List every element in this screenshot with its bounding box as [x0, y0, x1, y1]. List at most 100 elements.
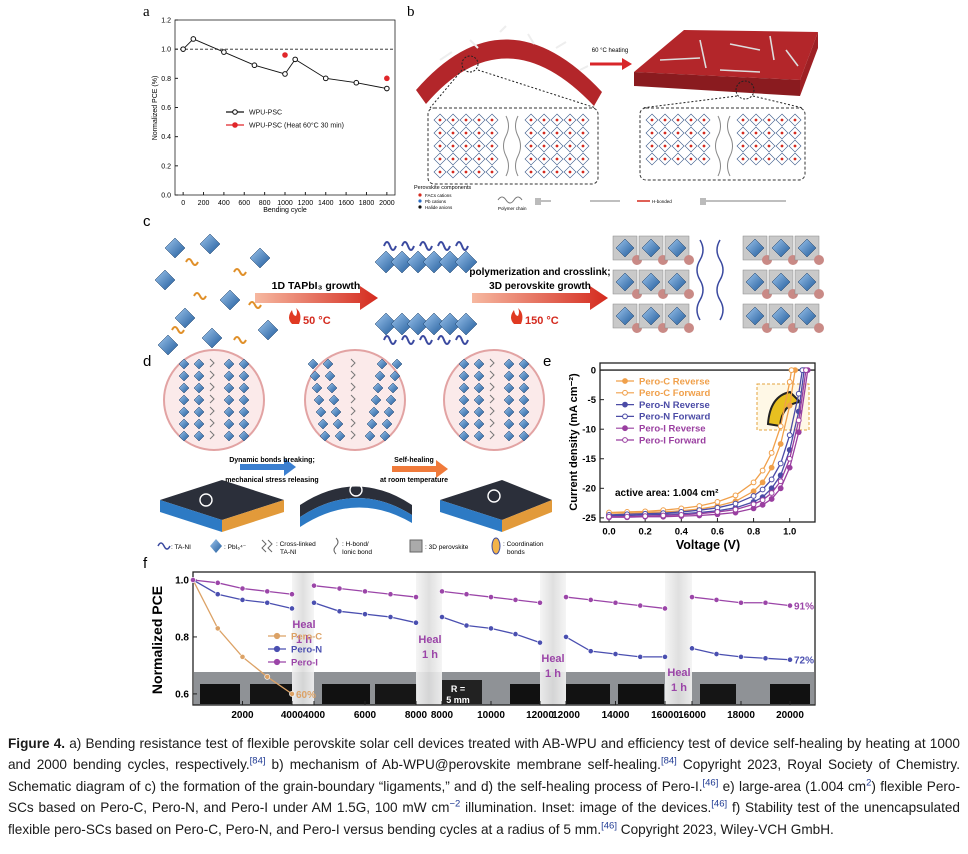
ligand	[193, 292, 207, 300]
octahedron	[368, 406, 380, 418]
data-point	[587, 597, 594, 603]
legend-marker	[232, 109, 238, 115]
data-point	[289, 690, 295, 697]
lattice-cell	[762, 139, 776, 153]
linker	[350, 430, 356, 440]
x-tick-label: 0.8	[747, 527, 760, 538]
annotation: active area: 1.004 cm²	[615, 488, 719, 499]
x-tick-label: 600	[238, 200, 250, 207]
octahedron	[238, 430, 250, 442]
caption-reference: [46]	[601, 820, 617, 832]
lattice-cell	[459, 152, 473, 166]
zoom-circle	[487, 489, 501, 503]
linker	[209, 406, 215, 416]
data-point	[292, 56, 298, 63]
x-tick-label: 1200	[298, 200, 314, 207]
y-tick-label: 1.0	[161, 47, 171, 54]
octahedron	[154, 269, 176, 291]
octahedron	[223, 370, 235, 382]
cation	[555, 157, 559, 161]
data-point	[713, 651, 720, 657]
octahedron	[641, 238, 661, 258]
data-point	[777, 441, 784, 447]
octahedron	[334, 430, 346, 442]
cation	[702, 144, 706, 148]
octahedron	[324, 370, 336, 382]
heal-band	[416, 572, 442, 705]
data-point	[768, 490, 775, 496]
lattice-cell	[485, 113, 499, 127]
x-tick-label: 1600	[338, 200, 354, 207]
lattice-cell	[550, 126, 564, 140]
x-tick-label: 0.2	[639, 527, 652, 538]
octahedron	[178, 406, 190, 418]
octahedron	[238, 382, 250, 394]
lattice-cell	[550, 113, 564, 127]
caption-text: e) large-area (1.004 cm	[718, 778, 867, 794]
octahedron	[326, 382, 338, 394]
x-tick-label: 2000	[379, 200, 395, 207]
legend-label: WPU-PSC	[249, 109, 282, 116]
octahedron	[503, 382, 515, 394]
legend-title: Perovskite components	[414, 185, 471, 191]
legend-marker	[232, 122, 238, 128]
octahedron	[745, 306, 765, 326]
photo	[510, 684, 540, 704]
temp-label: 150 °C	[525, 315, 559, 327]
data-point	[311, 599, 317, 606]
octahedron	[366, 418, 378, 430]
octahedron	[745, 238, 765, 258]
data-point	[732, 506, 739, 513]
data-point	[678, 512, 685, 518]
octahedron	[174, 307, 196, 329]
cation	[767, 144, 771, 148]
linker	[209, 358, 215, 368]
octahedron	[473, 406, 485, 418]
lattice-cell	[788, 139, 802, 153]
heal-label: 1 h	[422, 649, 438, 661]
data-point	[387, 591, 394, 598]
data-point	[463, 622, 470, 629]
octahedron	[311, 382, 323, 394]
data-point	[786, 432, 793, 439]
heal-label: 1 h	[671, 682, 687, 694]
panel-label: b	[407, 4, 415, 20]
lattice-cell	[788, 152, 802, 166]
step-label: mechanical stress releasing	[225, 477, 318, 484]
octahedron	[458, 370, 470, 382]
octahedron	[518, 382, 530, 394]
legend-label: : Cross-linked	[276, 541, 316, 548]
lattice-cell	[537, 113, 551, 127]
octahedron	[238, 406, 250, 418]
lattice-cell	[749, 152, 763, 166]
data-point	[768, 464, 775, 471]
ligand	[383, 241, 397, 345]
octahedron	[389, 370, 401, 382]
octahedron	[473, 370, 485, 382]
octahedron	[771, 272, 791, 292]
octahedron	[364, 430, 376, 442]
membrane-side	[800, 32, 818, 96]
cation	[451, 118, 455, 122]
x-tick-label: 0	[181, 200, 185, 207]
octahedron	[332, 418, 344, 430]
lattice-cell	[684, 152, 698, 166]
cation	[650, 157, 654, 161]
legend-marker	[622, 437, 628, 443]
lattice-cell	[576, 165, 590, 179]
octahedron	[193, 370, 205, 382]
lattice-cell	[563, 165, 577, 179]
x-tick-label: 0.0	[602, 527, 615, 538]
octahedron	[328, 394, 340, 406]
panel-b: 60 °C heating Perovskite components FACs…	[414, 25, 818, 211]
data-point	[563, 594, 569, 600]
legend-dot	[418, 199, 422, 203]
octahedron	[391, 358, 403, 370]
photo-label: R =	[451, 684, 465, 694]
data-point	[413, 594, 419, 600]
data-point	[759, 479, 766, 486]
panel-label: a	[143, 4, 150, 20]
cation	[581, 170, 585, 174]
data-point	[637, 653, 644, 660]
